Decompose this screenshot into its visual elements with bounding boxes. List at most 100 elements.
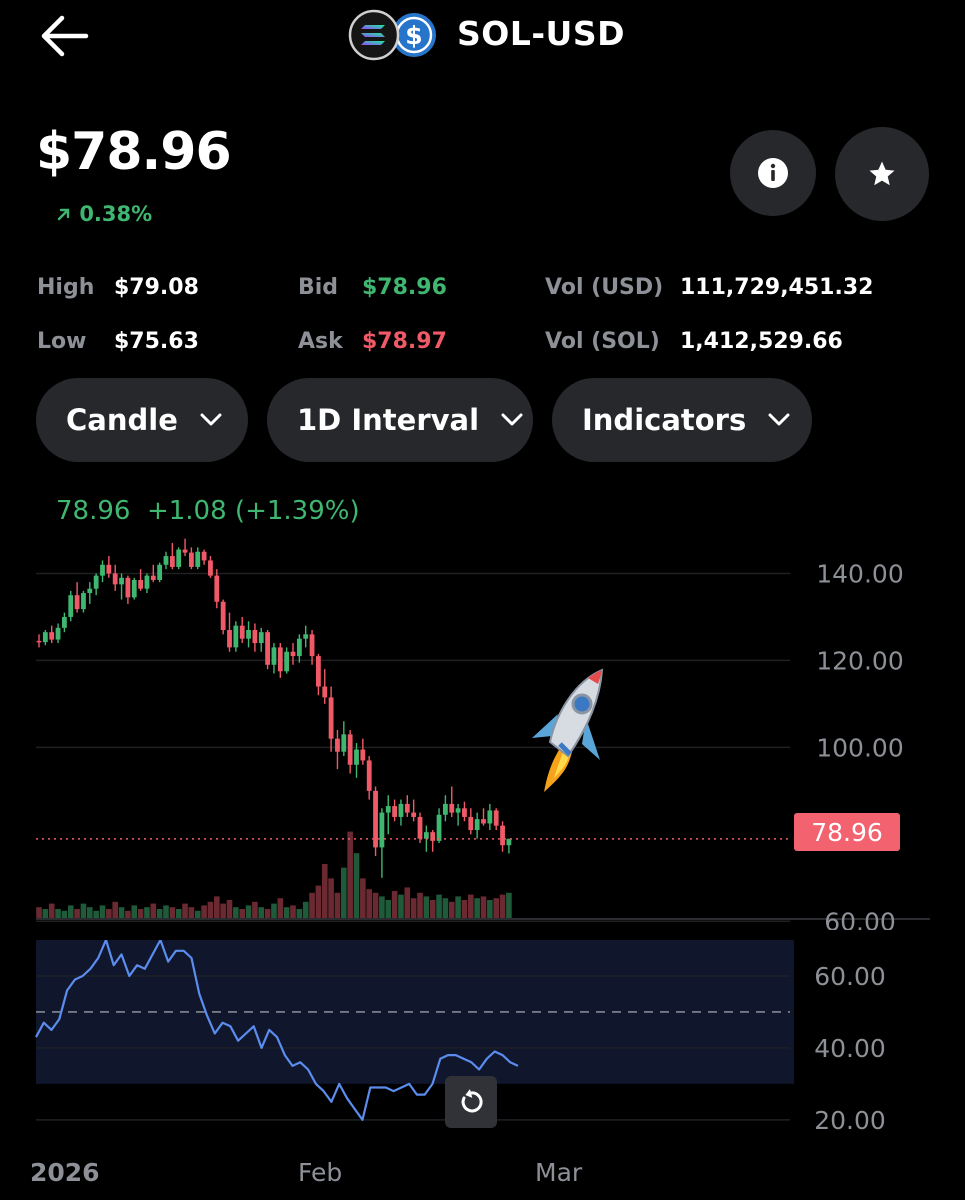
- volume-bar: [493, 898, 499, 918]
- candle-body: [474, 819, 480, 830]
- candle-body: [42, 632, 48, 643]
- candle-body: [366, 760, 372, 791]
- volume-bar: [144, 907, 150, 918]
- volume-bar: [194, 910, 201, 918]
- candle-body: [49, 632, 55, 640]
- candle-body: [468, 816, 474, 830]
- x-label-2026: 2026: [30, 1158, 100, 1187]
- chart-type-dropdown[interactable]: Candle: [36, 378, 248, 462]
- rocket-icon: [532, 668, 604, 792]
- volume-bar: [296, 909, 303, 918]
- rsi-line: [35, 940, 519, 1121]
- volume-bar: [404, 887, 411, 918]
- volume-bar: [506, 892, 512, 918]
- volume-bar: [474, 898, 480, 918]
- favorite-button[interactable]: [835, 127, 929, 221]
- candle-body: [506, 838, 512, 846]
- volume-bar: [283, 907, 290, 918]
- volume-bar: [61, 910, 68, 918]
- interval-dropdown[interactable]: 1D Interval: [267, 378, 533, 462]
- info-button[interactable]: [730, 130, 816, 216]
- volume-bar: [42, 909, 49, 918]
- chevron-down-icon: [501, 413, 523, 426]
- candle-body: [93, 575, 99, 589]
- volume-bar: [169, 907, 176, 918]
- back-button[interactable]: [38, 14, 90, 58]
- chevron-down-icon: [768, 413, 790, 426]
- volume-bar: [150, 903, 157, 918]
- candle-body: [335, 738, 340, 752]
- price-chart[interactable]: 140.00 120.00 100.00 60.00: [0, 530, 965, 930]
- candle-body: [119, 577, 124, 585]
- chevron-down-icon: [200, 413, 222, 426]
- candle-body: [493, 810, 499, 826]
- candle-body: [290, 651, 296, 657]
- candle-body: [328, 697, 334, 739]
- rsi-chart[interactable]: 60.00 40.00 20.00: [0, 940, 965, 1145]
- volume-bar: [468, 894, 474, 918]
- volume-bar: [277, 898, 284, 918]
- candle-body: [385, 806, 391, 813]
- usd-icon: $: [390, 11, 438, 59]
- volume-bars: [36, 831, 512, 918]
- y-tick-label: 60.00: [824, 907, 896, 930]
- volume-bar: [233, 907, 239, 918]
- candle-body: [271, 647, 277, 665]
- candle-body: [144, 575, 150, 589]
- candle-body: [163, 556, 169, 565]
- volume-bar: [448, 901, 455, 918]
- indicators-dropdown[interactable]: Indicators: [552, 378, 812, 462]
- volume-bar: [125, 910, 131, 918]
- candle-body: [417, 816, 423, 839]
- low-label: Low: [37, 329, 87, 354]
- candle-body: [252, 630, 258, 644]
- indicators-label: Indicators: [582, 403, 747, 437]
- candle-body: [55, 627, 61, 640]
- volume-bar: [429, 900, 436, 918]
- y-tick-label: 120.00: [816, 646, 903, 675]
- volume-bar: [80, 903, 87, 918]
- volume-bar: [188, 907, 195, 918]
- volume-bar: [328, 878, 334, 918]
- candle-body: [360, 749, 366, 761]
- candle-body: [455, 808, 461, 813]
- vol-usd-value: 111,729,451.32: [680, 275, 874, 300]
- candles: [36, 538, 512, 878]
- y-tick-label: 100.00: [816, 733, 903, 762]
- price-change-percent: 0.38%: [79, 202, 153, 226]
- candle-body: [239, 625, 245, 639]
- rsi-y-axis-ticks: 60.00 40.00 20.00: [814, 962, 886, 1135]
- candle-body: [277, 647, 283, 672]
- candle-body: [284, 651, 290, 672]
- candle-body: [411, 812, 417, 817]
- reset-chart-button[interactable]: [445, 1076, 497, 1128]
- volume-bar: [55, 909, 61, 918]
- arrow-left-icon: [41, 15, 89, 57]
- candle-body: [303, 634, 309, 639]
- candle-body: [81, 593, 86, 610]
- high-label: High: [37, 275, 95, 300]
- rsi-grid: [36, 975, 790, 1121]
- candle-body: [309, 634, 315, 657]
- candle-body: [150, 575, 156, 580]
- volume-bar: [309, 892, 315, 918]
- volume-bar: [258, 907, 265, 918]
- candle-body: [208, 560, 213, 576]
- candle-body: [487, 810, 493, 824]
- volume-bar: [99, 905, 106, 918]
- volume-bar: [334, 892, 341, 918]
- low-value: $75.63: [114, 329, 199, 354]
- volume-bar: [379, 896, 385, 918]
- candle-body: [379, 812, 385, 848]
- volume-bar: [436, 894, 442, 918]
- volume-bar: [137, 909, 144, 918]
- volume-bar: [175, 909, 182, 918]
- candle-body: [157, 564, 163, 580]
- volume-bar: [106, 909, 112, 918]
- candle-body: [220, 601, 226, 630]
- ask-value: $78.97: [362, 329, 447, 354]
- candle-body: [296, 638, 302, 657]
- volume-bar: [372, 892, 379, 918]
- candle-body: [106, 564, 112, 574]
- candle-body: [430, 832, 436, 841]
